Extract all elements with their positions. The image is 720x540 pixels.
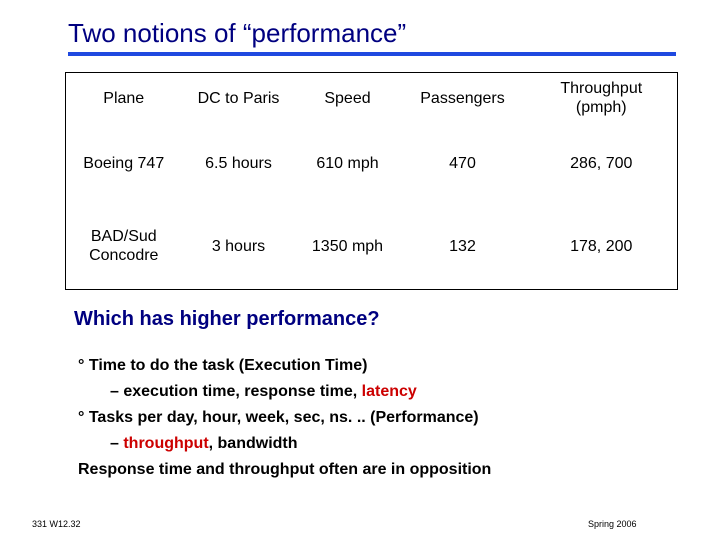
sub-bullet-throughput: – throughput, bandwidth — [78, 431, 491, 457]
table-row: Boeing 747 6.5 hours 610 mph 470 286, 70… — [66, 123, 678, 203]
sub-bullet-text: , bandwidth — [208, 435, 298, 452]
highlight-latency: latency — [361, 383, 417, 400]
table-header-cell: DC to Paris — [197, 89, 280, 107]
table-header-row: Plane DC to Paris Speed Passengers Throu… — [66, 73, 678, 124]
table-cell: 3 hours — [211, 237, 266, 255]
table-cell: 286, 700 — [570, 154, 633, 172]
bullet-performance: ° Tasks per day, hour, week, sec, ns. ..… — [78, 409, 479, 426]
sub-bullet-latency: – execution time, response time, latency — [78, 379, 491, 405]
plane-name: BAD/Sud Concodre — [89, 228, 159, 264]
table-cell: 1350 mph — [311, 237, 384, 255]
bullet-list: ° Time to do the task (Execution Time) –… — [78, 353, 491, 483]
table-header-cell: Plane — [103, 89, 145, 107]
table-cell: Boeing 747 — [83, 154, 165, 172]
slide-title: Two notions of “performance” — [68, 18, 407, 48]
table-header-cell: Speed — [324, 89, 371, 107]
opposition-note: Response time and throughput often are i… — [78, 461, 492, 478]
table-cell: 132 — [449, 237, 476, 255]
highlight-throughput: throughput — [123, 435, 209, 452]
sub-bullet-text: – — [110, 435, 124, 452]
throughput-header: Throughput (pmph) — [560, 80, 643, 116]
table-cell: 610 mph — [316, 154, 379, 172]
title-underline — [68, 52, 676, 56]
table-cell: 178, 200 — [570, 237, 633, 255]
bullet-execution-time: ° Time to do the task (Execution Time) — [78, 357, 368, 374]
table-header-cell: Throughput (pmph) — [526, 73, 678, 124]
sub-bullet-text: – execution time, response time, — [110, 383, 362, 400]
table-header-cell: Passengers — [420, 89, 505, 107]
table-cell: 6.5 hours — [205, 154, 272, 172]
footer-term: Spring 2006 — [588, 519, 637, 529]
performance-table: Plane DC to Paris Speed Passengers Throu… — [65, 72, 678, 290]
footer-course: 331 W12.32 — [32, 519, 81, 529]
table-row: BAD/Sud Concodre 3 hours 1350 mph 132 17… — [66, 203, 678, 290]
table-cell: BAD/Sud Concodre — [66, 203, 182, 290]
table-cell: 470 — [449, 154, 476, 172]
question-heading: Which has higher performance? — [74, 308, 380, 330]
